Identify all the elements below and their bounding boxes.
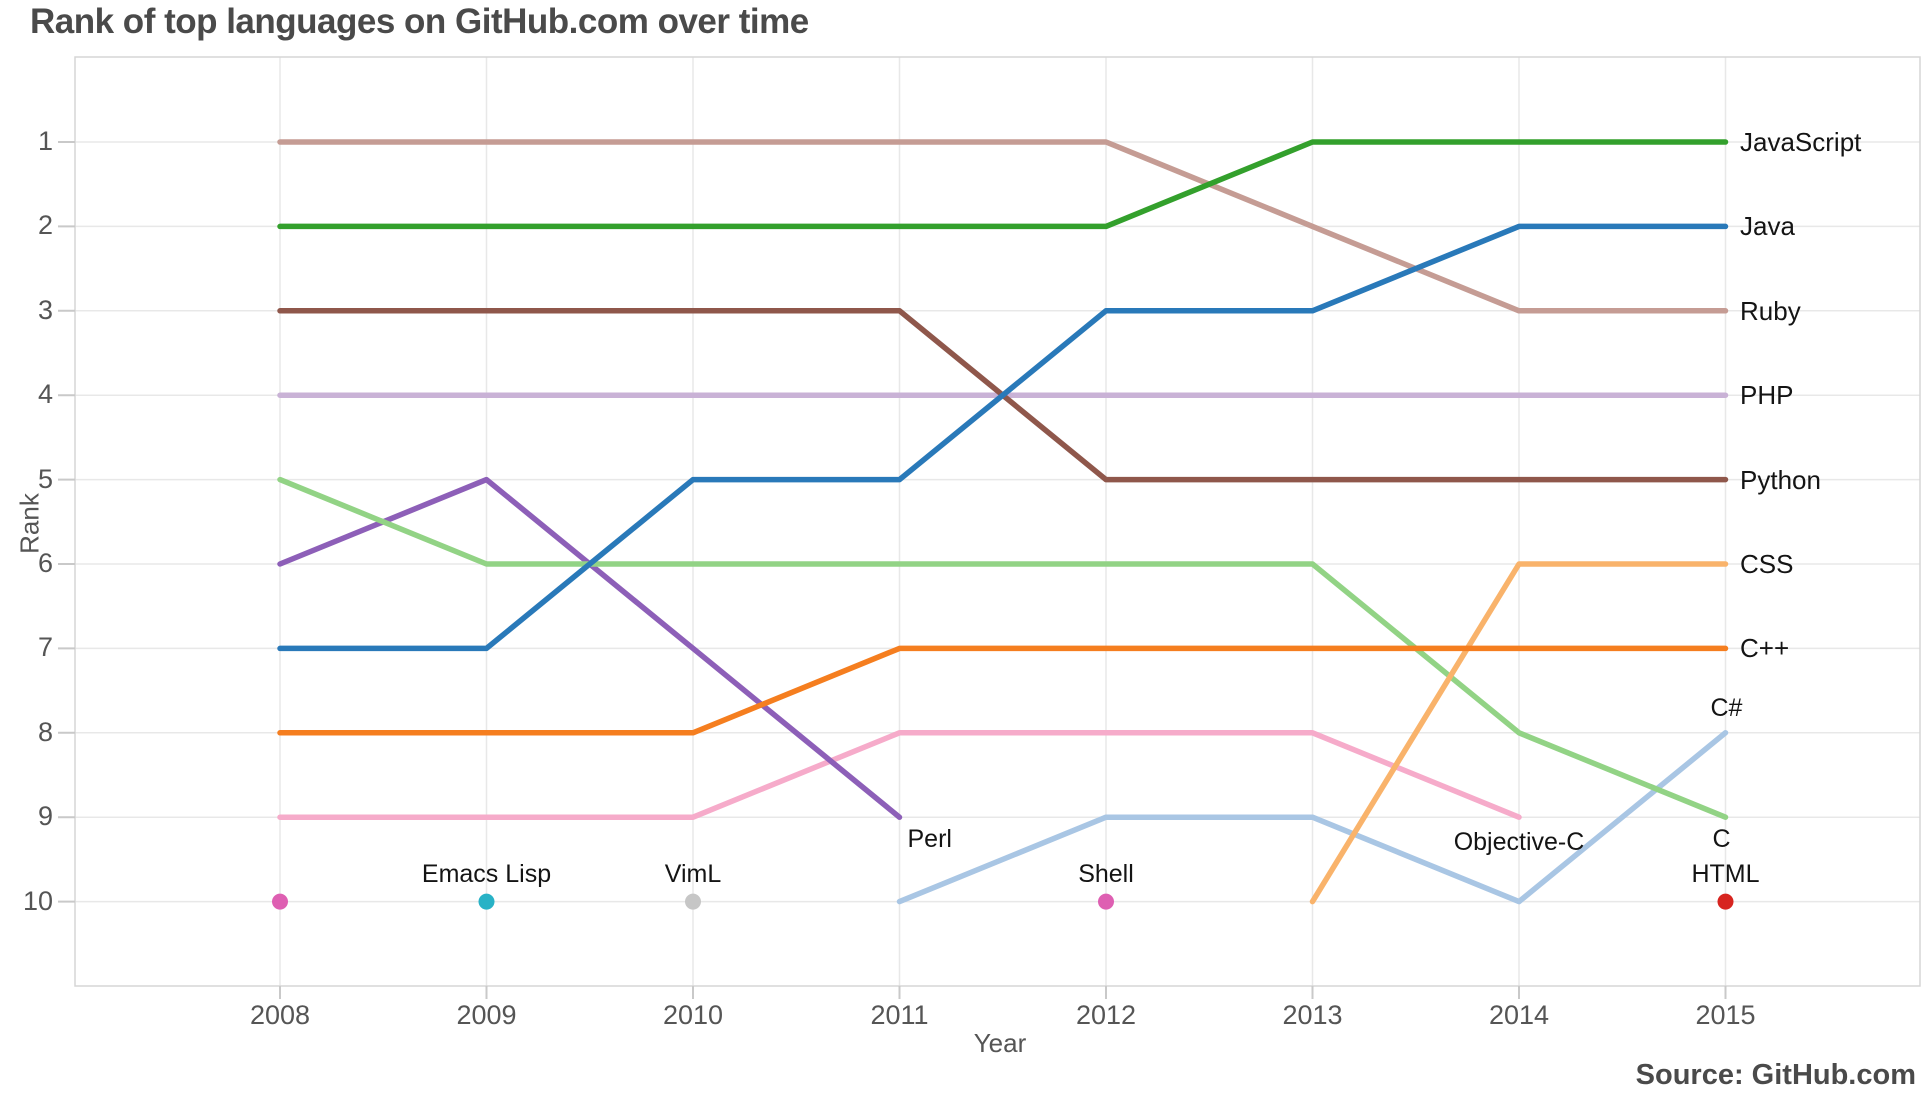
series-line-css — [1309, 561, 1729, 905]
marker-dot-emacs-lisp — [478, 893, 495, 910]
axis-ticks — [58, 141, 1727, 999]
y-tick-label-6: 6 — [37, 548, 53, 578]
annotation-label-shell: Shell — [1078, 859, 1134, 888]
x-tick-label-2011: 2011 — [870, 1000, 929, 1030]
x-tick-label-2008: 2008 — [249, 1000, 311, 1030]
series-label-php: PHP — [1740, 380, 1794, 411]
y-tick-label-8: 8 — [37, 716, 53, 747]
marker-dot-shell — [1098, 893, 1114, 910]
x-tick-label-2012: 2012 — [1075, 1000, 1137, 1030]
y-tick-label-5: 5 — [37, 463, 53, 494]
series-label-javascript: JavaScript — [1740, 127, 1862, 157]
y-tick-label-7: 7 — [37, 632, 53, 663]
series-line-ruby — [277, 139, 1729, 314]
series-line-c — [277, 476, 1729, 820]
series-lines — [277, 139, 1729, 905]
series-label-java: Java — [1740, 211, 1795, 242]
chart-title: Rank of top languages on GitHub.com over… — [30, 2, 809, 41]
x-tick-label-2014: 2014 — [1488, 1000, 1550, 1030]
x-tick-label-2015: 2015 — [1695, 1000, 1756, 1030]
y-tick-label-2: 2 — [37, 210, 53, 241]
y-tick-label-3: 3 — [37, 294, 53, 325]
annotation-label-html: HTML — [1691, 859, 1760, 888]
series-label-ruby: Ruby — [1740, 295, 1801, 326]
x-tick-label-2013: 2013 — [1282, 1000, 1343, 1030]
series-line-javascript — [277, 139, 1729, 230]
marker-dot-2008 — [272, 893, 288, 910]
series-label-objective-c: Objective-C — [1453, 828, 1585, 857]
series-line-c — [277, 645, 1729, 736]
series-label-css: CSS — [1740, 549, 1794, 579]
annotation-label-emacs-lisp: Emacs Lisp — [421, 859, 552, 888]
y-tick-label-4: 4 — [37, 379, 53, 410]
y-tick-label-10: 10 — [22, 885, 53, 916]
series-label-c: C++ — [1740, 633, 1790, 664]
series-label-c: C — [1712, 825, 1731, 854]
series-line-objective-c — [277, 730, 1522, 820]
series-line-c — [896, 730, 1729, 905]
plot-frame — [74, 56, 1921, 987]
gridlines — [75, 57, 1920, 986]
series-label-perl: Perl — [907, 825, 952, 854]
series-label-python: Python — [1740, 464, 1821, 495]
series-label-c: C# — [1710, 693, 1743, 722]
annotation-label-viml: VimL — [664, 859, 722, 888]
x-axis-title: Year — [973, 1028, 1027, 1058]
markers — [272, 893, 1734, 910]
y-axis-title: Rank — [14, 493, 45, 554]
source-credit: Source: GitHub.com — [1635, 1059, 1916, 1091]
x-tick-label-2010: 2010 — [662, 1000, 724, 1030]
marker-dot-html — [1717, 893, 1734, 910]
y-tick-label-1: 1 — [37, 126, 53, 156]
marker-dot-viml — [685, 893, 701, 910]
y-tick-label-9: 9 — [37, 801, 53, 832]
x-tick-label-2009: 2009 — [456, 1000, 517, 1030]
series-line-java — [277, 223, 1729, 652]
